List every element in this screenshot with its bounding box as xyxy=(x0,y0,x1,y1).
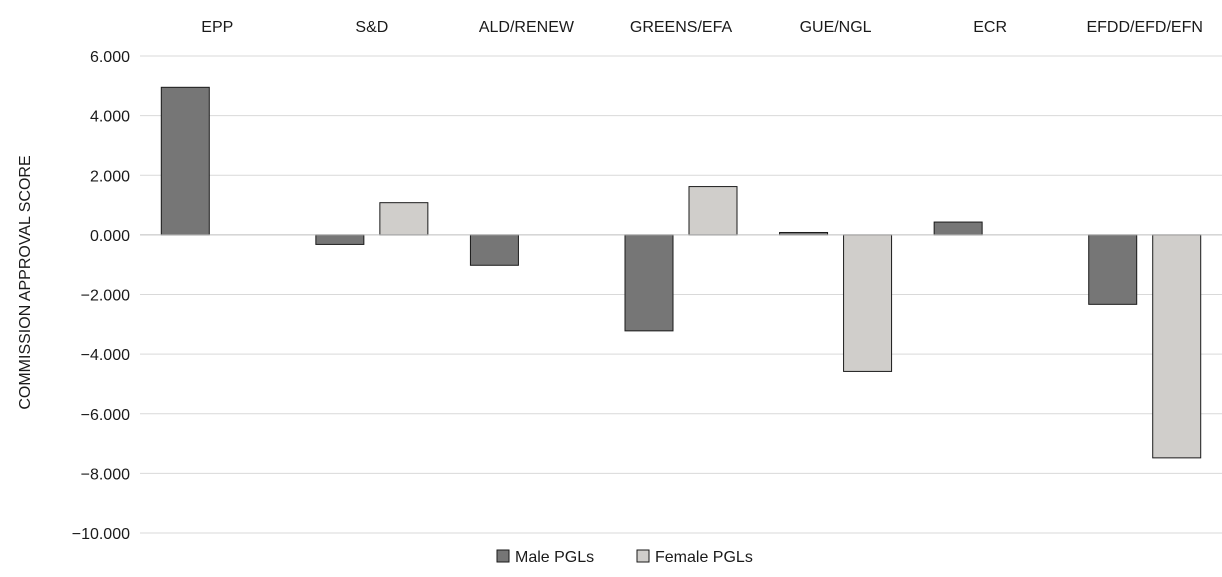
y-tick-label: 4.000 xyxy=(90,109,130,126)
category-label: ALD/RENEW xyxy=(479,19,575,36)
y-tick-label: −10.000 xyxy=(72,526,130,543)
category-label: GREENS/EFA xyxy=(630,19,733,36)
male-pgl-bar xyxy=(1088,234,1138,305)
y-tick-label: 6.000 xyxy=(90,49,130,66)
legend-swatch-male xyxy=(496,549,510,563)
legend-swatch-female xyxy=(636,549,650,563)
bars xyxy=(160,86,1202,459)
y-axis-title: COMMISSION APPROVAL SCORE xyxy=(17,155,34,409)
category-label: GUE/NGL xyxy=(800,19,872,36)
category-label: ECR xyxy=(973,19,1007,36)
y-tick-label: −8.000 xyxy=(81,466,130,483)
y-axis-tick-labels: 6.000 4.000 2.000 0.000 −2.000 −4.000 −6.000 −8… xyxy=(72,49,130,543)
legend-label: Female PGLs xyxy=(655,549,753,566)
female-pgl-bar xyxy=(379,202,429,236)
female-pgl-bar xyxy=(1152,234,1202,459)
legend-label: Male PGLs xyxy=(515,549,594,566)
gridlines xyxy=(140,55,1222,534)
male-pgl-bar xyxy=(160,86,210,236)
y-tick-label: −4.000 xyxy=(81,347,130,364)
male-pgl-bar xyxy=(933,221,983,236)
y-tick-label: 0.000 xyxy=(90,228,130,245)
male-pgl-bar xyxy=(469,234,519,266)
y-tick-label: 2.000 xyxy=(90,168,130,185)
male-pgl-bar xyxy=(624,234,674,332)
male-pgl-bar xyxy=(315,234,365,245)
category-label: EFDD/EFD/EFN xyxy=(1086,19,1202,36)
y-tick-label: −6.000 xyxy=(81,407,130,424)
female-pgl-bar xyxy=(843,234,893,372)
category-labels: EPP S&D ALD/RENEW GREENS/EFA GUE/NGL ECR EFDD/… xyxy=(201,19,1203,36)
y-tick-label: −2.000 xyxy=(81,288,130,305)
legend: Male PGLs Female PGLs xyxy=(496,549,753,566)
category-label: EPP xyxy=(201,19,233,36)
category-label: S&D xyxy=(355,19,388,36)
female-pgl-bar xyxy=(688,186,738,236)
